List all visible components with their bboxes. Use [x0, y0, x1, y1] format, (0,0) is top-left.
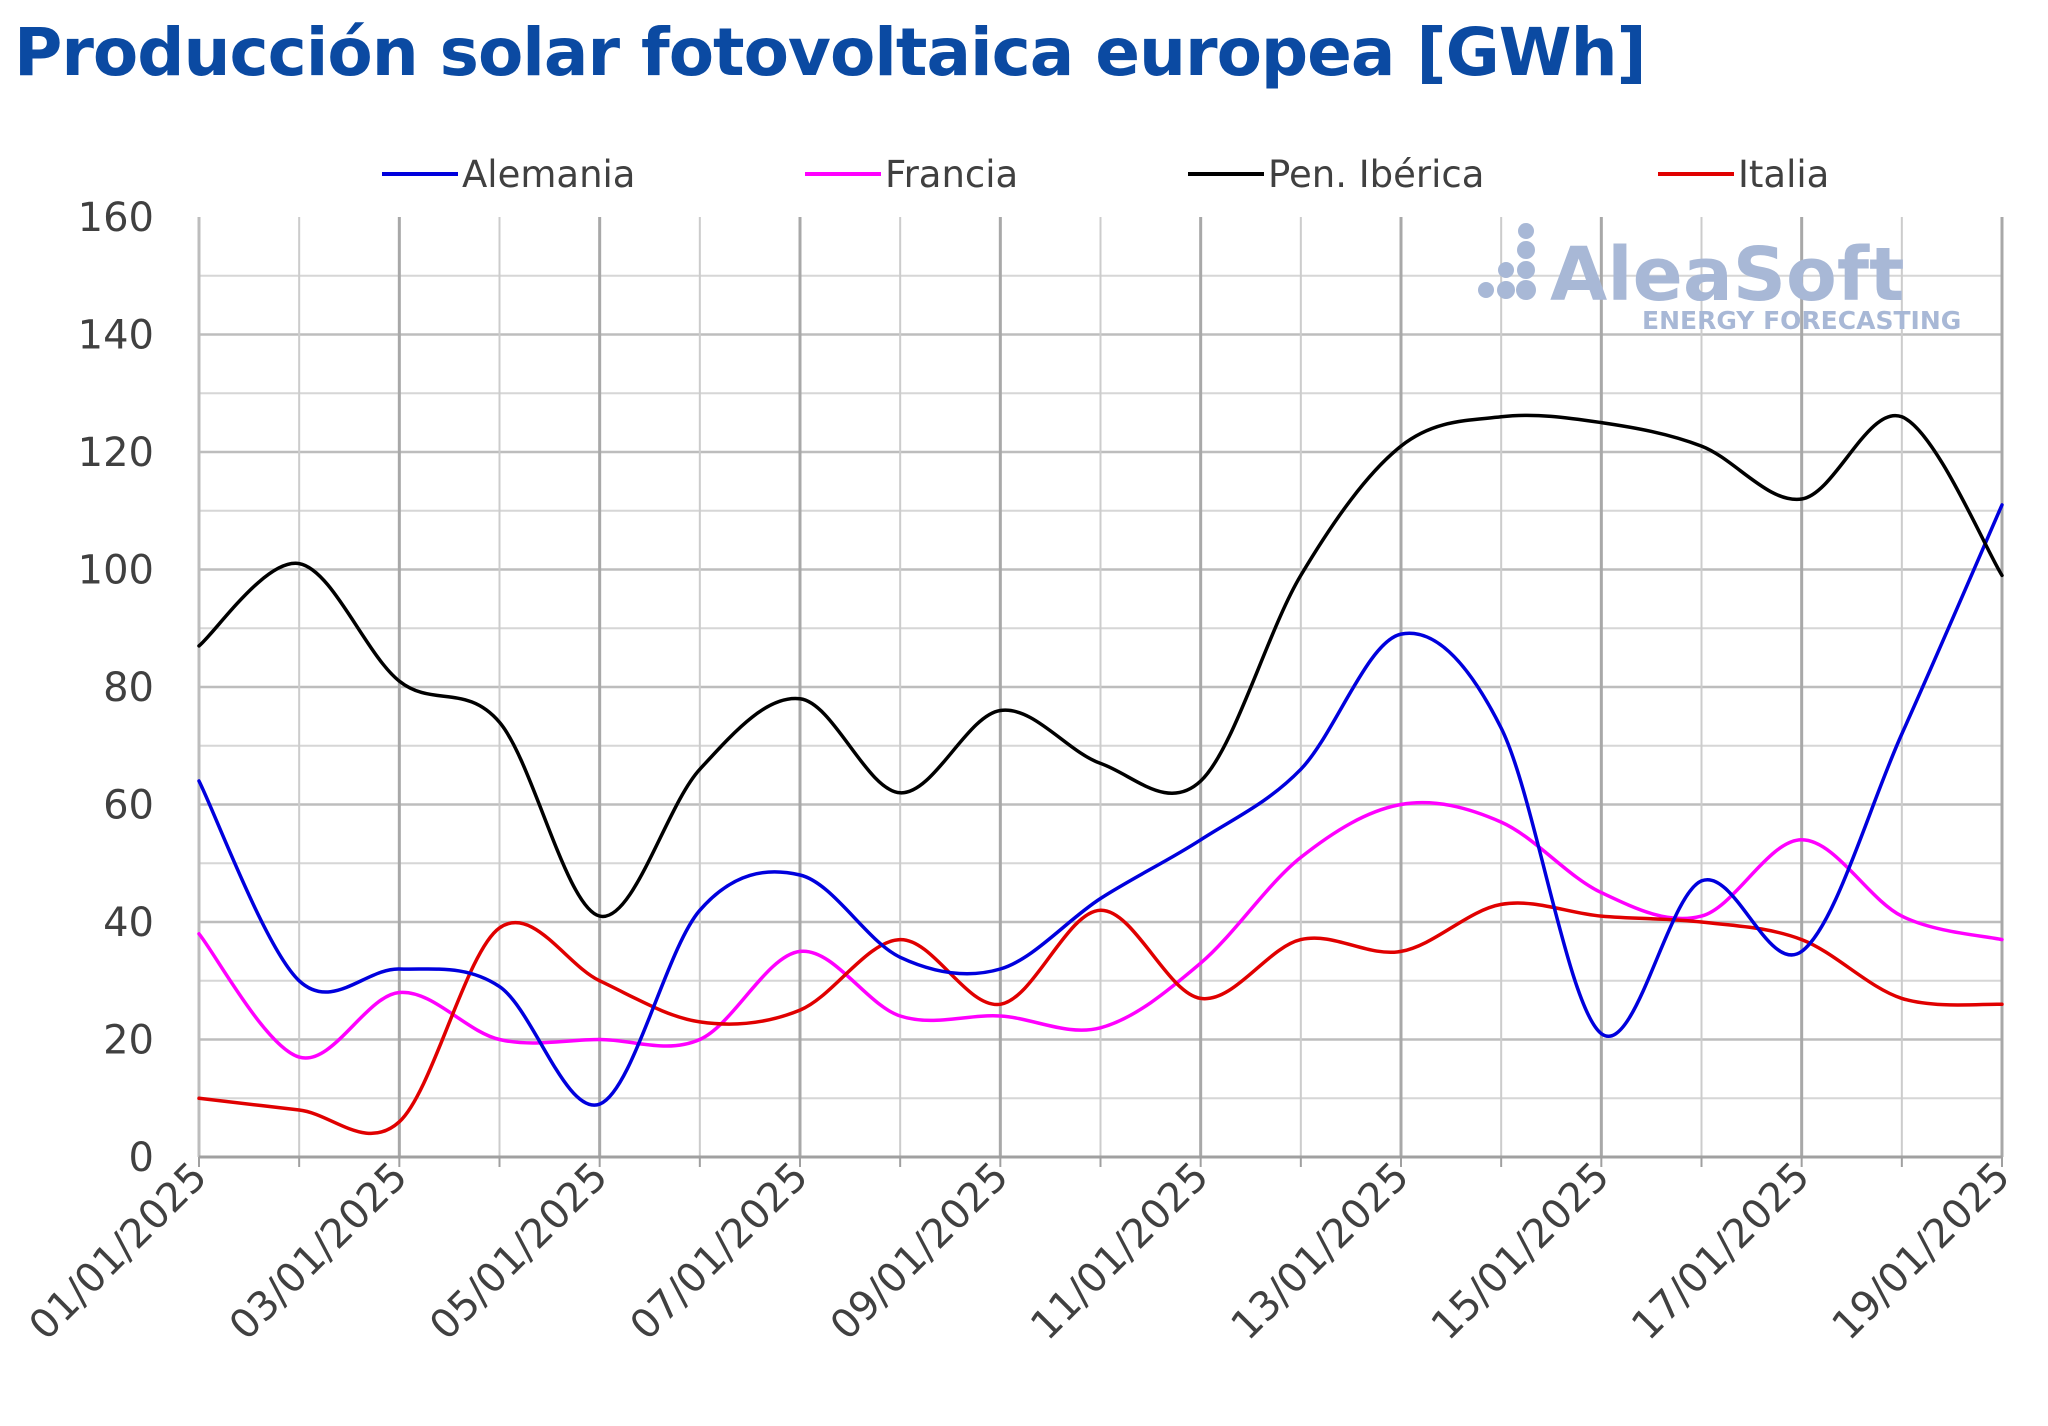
axes [197, 217, 2003, 1167]
series-line-italia [197, 901, 2004, 1136]
x-tick-label: 05/01/2025 [421, 1154, 617, 1350]
logo-dot [1478, 282, 1494, 298]
logo-dot [1497, 281, 1515, 299]
logo-dot [1498, 262, 1514, 278]
x-tick-label: 11/01/2025 [1022, 1154, 1218, 1350]
y-tick-label: 100 [78, 548, 154, 594]
y-tick-label: 140 [78, 313, 154, 359]
y-tick-label: 120 [78, 430, 154, 476]
series-lines [197, 413, 2004, 1136]
x-tick-label: 15/01/2025 [1423, 1154, 1619, 1350]
watermark-tagline: ENERGY FORECASTING [1642, 306, 1961, 335]
series-line-alemania [197, 503, 2004, 1107]
y-tick-label: 20 [103, 1018, 154, 1064]
y-axis-tick-labels: 0 20 40 60 80 100 120 140 160 [78, 195, 154, 1181]
legend: Alemania Francia Pen. Ibérica Italia [382, 153, 1829, 196]
logo-dot [1517, 241, 1535, 259]
x-tick-label: 01/01/2025 [21, 1154, 217, 1350]
y-tick-label: 40 [103, 900, 154, 946]
y-tick-label: 0 [129, 1135, 154, 1181]
aleasoft-logo-dots-icon [1478, 223, 1536, 300]
legend-label-alemania: Alemania [462, 153, 635, 196]
x-tick-label: 09/01/2025 [822, 1154, 1018, 1350]
x-tick-label: 13/01/2025 [1223, 1154, 1419, 1350]
logo-dot [1516, 280, 1536, 300]
y-tick-label: 80 [103, 665, 154, 711]
x-tick-label: 17/01/2025 [1623, 1154, 1819, 1350]
series-line-pen-iberica [197, 413, 2004, 918]
legend-label-pen-iberica: Pen. Ibérica [1268, 153, 1484, 196]
legend-label-francia: Francia [885, 153, 1018, 196]
watermark: AleaSoft ENERGY FORECASTING [1478, 223, 1961, 335]
legend-label-italia: Italia [1738, 153, 1829, 196]
x-tick-label: 03/01/2025 [221, 1154, 417, 1350]
watermark-logo-text: AleaSoft [1550, 232, 1904, 318]
y-tick-label: 160 [78, 195, 154, 241]
gridlines [199, 217, 2004, 1157]
logo-dot [1518, 223, 1534, 239]
y-tick-label: 60 [103, 783, 154, 829]
chart-title: Producción solar fotovoltaica europea [G… [14, 14, 1647, 91]
x-tick-label: 19/01/2025 [1824, 1154, 2020, 1350]
x-axis-tick-labels: 01/01/2025 03/01/2025 05/01/2025 07/01/2025… [21, 1154, 2020, 1350]
x-tick-label: 07/01/2025 [622, 1154, 818, 1350]
series-line-francia [197, 800, 2004, 1060]
logo-dot [1517, 261, 1535, 279]
